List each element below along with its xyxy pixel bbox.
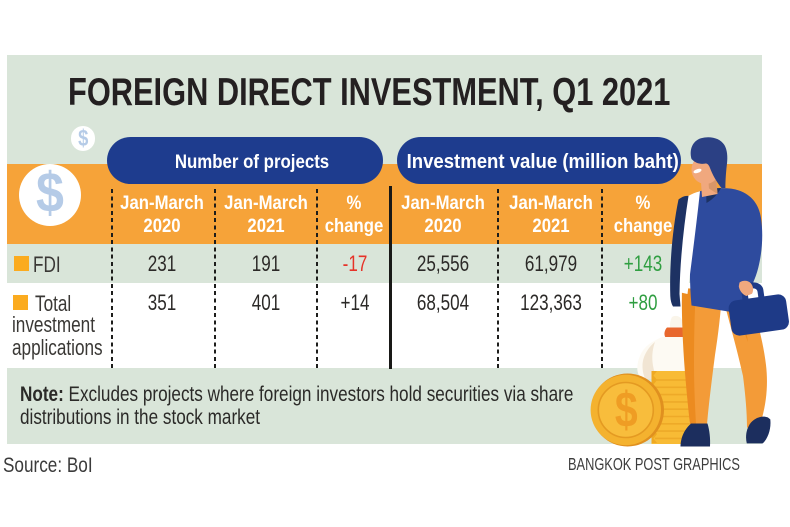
svg-text:$: $	[615, 382, 638, 438]
